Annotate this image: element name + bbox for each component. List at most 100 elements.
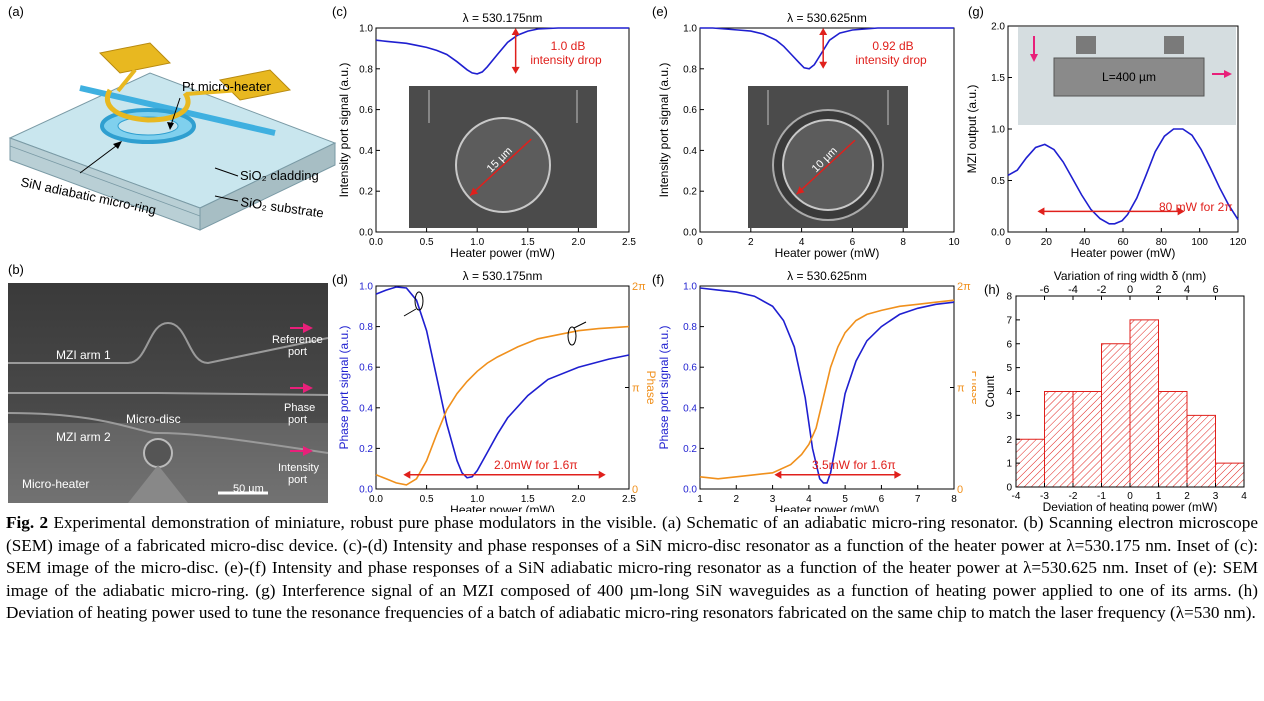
plot-frame-c [375,27,630,233]
output-arrow-head [1224,70,1232,78]
x-tick-label-f: 5 [842,494,848,505]
series-line-mzi [1007,128,1239,225]
x2-tick-label-h: 4 [1184,284,1190,296]
x-tick-label-e: 8 [900,237,906,248]
x-tick-label-c: 0.0 [369,237,383,248]
x-tick-label-f: 3 [770,494,776,505]
y-tick-label-c: 0.4 [359,146,373,157]
x-axis-label-c: Heater power (mW) [450,246,555,260]
y-tick-label-f: 0.4 [683,403,697,414]
x2-tick-label-h: 2 [1155,284,1161,296]
x-tick-label-c: 1.5 [521,237,535,248]
x-tick-label-f: 4 [806,494,812,505]
right-axis-marker-arrow [573,321,587,329]
caption-fig-label: Fig. 2 [6,513,49,532]
x-tick-label-g: 80 [1156,237,1168,248]
y-tick-label-g: 0.0 [991,228,1005,239]
y-tick-label-d: 0.6 [359,363,373,374]
heater-pad-left [98,42,172,74]
x-tick-label-h: -3 [1040,491,1049,502]
x-tick-label-f: 1 [697,494,703,505]
input-arrow-head [1030,54,1038,62]
power-arrow-f-head-right [894,470,902,479]
sem-device-image: MZI arm 1 MZI arm 2 Micro-disc Micro-hea… [8,283,328,503]
panel-f-letter: (f) [652,272,665,287]
y2-tick-label-d: π [632,383,640,395]
y-tick-label-h: 2 [1006,435,1012,446]
y-tick-label-h: 5 [1006,363,1012,374]
bus-waveguide [79,85,276,136]
y-tick-label-f: 0.6 [683,363,697,374]
micro-heater-label: Micro-heater [22,477,89,491]
series-line-intensity [700,27,954,70]
y-axis-label-f: Phase port signal (a.u.) [657,325,671,449]
phase-port-label-2: port [288,414,307,426]
phase-port-label: Phase [284,402,315,414]
mzi-arms [1053,57,1205,97]
y-tick-label-e: 0.6 [683,105,697,116]
x-tick-label-d: 1.0 [470,494,484,505]
series-line-signal [699,287,955,484]
x-tick-label-d: 2.5 [622,494,636,505]
y-tick-label-d: 0.8 [359,322,373,333]
y2-tick-label-f: 0 [957,484,963,496]
y-axis-label-c: Intensity port signal (a.u.) [337,63,351,198]
cladding-label: SiO₂ cladding [240,168,319,183]
y-tick-label-g: 1.5 [991,73,1005,84]
y-tick-label-h: 4 [1006,387,1012,398]
x-tick-label-g: 100 [1191,237,1208,248]
x-axis-label-f: Heater power (mW) [775,503,880,512]
power-arrow-d-head-left [403,470,411,479]
x-tick-label-h: -2 [1069,491,1078,502]
x-tick-label-e: 10 [948,237,960,248]
y-tick-label-e: 0.8 [683,64,697,75]
series-line-signal [375,286,630,479]
histogram-bar [1186,414,1216,488]
x-tick-label-h: 4 [1241,491,1247,502]
intensity-drop-arrow-c-head-bottom [511,66,520,74]
x-tick-label-h: -1 [1097,491,1106,502]
inset-sem-ring-scale-line [795,139,856,195]
x2-tick-label-h: 6 [1212,284,1218,296]
y-axis-label-e: Intensity port signal (a.u.) [657,63,671,198]
y-tick-label-e: 0.0 [683,228,697,239]
intensity-drop-arrow-e-head-bottom [819,61,828,69]
x-tick-label-d: 0.5 [420,494,434,505]
y-tick-label-h: 6 [1006,339,1012,350]
heater-label: Pt micro-heater [182,79,272,94]
series-line-phase [375,325,630,486]
y-tick-label-f: 1.0 [683,282,697,293]
histogram-bar [1015,438,1045,488]
x-tick-label-f: 8 [951,494,957,505]
annot-c-1: 1.0 dB [551,39,586,53]
y2-axis-label-f: Phase [969,370,976,404]
x-tick-label-d: 0.0 [369,494,383,505]
x-tick-label-e: 0 [697,237,703,248]
mzi-pad-1 [1076,36,1096,54]
y-tick-label-e: 0.2 [683,187,697,198]
chart-g-mzi: 0 20 40 60 80 100 120 0.0 0.5 1.0 1.5 2.0 Heater pow… [965,22,1247,261]
x-tick-label-h: 3 [1213,491,1219,502]
ref-port-label: Reference [272,334,323,346]
x-tick-label-e: 6 [850,237,856,248]
x-tick-label-g: 20 [1041,237,1053,248]
x-tick-label-d: 1.5 [521,494,535,505]
series-line-intensity [375,27,629,75]
y-tick-label-g: 1.0 [991,125,1005,136]
panel-c-letter: (c) [332,4,348,19]
y-tick-label-e: 1.0 [683,24,697,35]
x-tick-label-c: 2.0 [571,237,585,248]
x2-tick-label-h: -2 [1097,284,1107,296]
x2-tick-label-h: -4 [1068,284,1078,296]
x-tick-label-e: 2 [748,237,754,248]
chart-f-phase: 1 2 3 4 5 6 7 8 0.0 0.2 0.4 0.6 0.8 1.0 Heater power (… [657,269,976,512]
chip-right-face [199,142,336,231]
y-tick-label-d: 0.0 [359,485,373,496]
chart-title-e: λ = 530.625nm [787,11,867,25]
chart-c-intensity: 0.0 0.5 1.0 1.5 2.0 2.50.00.20.40.60.81.0Heat… [337,11,636,260]
chart-title-c: λ = 530.175nm [463,11,543,25]
period-arrow-head-right [1177,207,1185,216]
x-tick-label-h: -4 [1012,491,1021,502]
annot-c-2: intensity drop [530,53,602,67]
intensity-drop-arrow-e-head-top [819,28,828,35]
